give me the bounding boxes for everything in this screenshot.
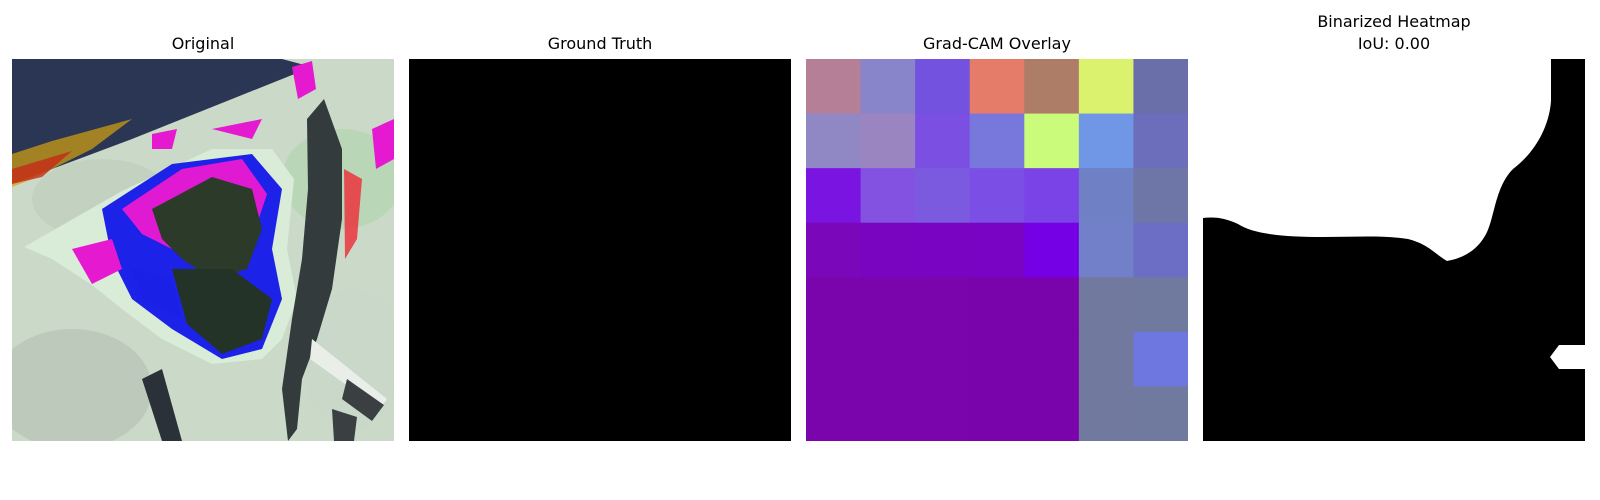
panel-ground-truth: Ground Truth xyxy=(409,0,791,500)
panel-gradcam: Grad-CAM Overlay xyxy=(806,0,1188,500)
gradcam-cell xyxy=(915,168,971,224)
gradcam-cell xyxy=(969,386,1025,441)
gradcam-cell xyxy=(1024,59,1080,115)
gradcam-cell xyxy=(806,277,862,333)
gradcam-cell xyxy=(806,113,862,169)
gradcam-cell xyxy=(969,222,1025,278)
gradcam-cell xyxy=(1078,59,1134,115)
gradcam-cell xyxy=(915,386,971,441)
gradcam-cell xyxy=(1078,222,1134,278)
gradcam-cell xyxy=(860,222,916,278)
gradcam-cell xyxy=(1133,59,1188,115)
original-image xyxy=(12,59,394,441)
gradcam-cell xyxy=(1024,331,1080,387)
gradcam-cell xyxy=(1133,277,1188,333)
iou-score-label: IoU: 0.00 xyxy=(1357,34,1431,53)
gradcam-cell xyxy=(860,386,916,441)
gradcam-cell xyxy=(969,277,1025,333)
gradcam-cell xyxy=(1024,277,1080,333)
gradcam-cell xyxy=(1078,331,1134,387)
gradcam-cell xyxy=(806,222,862,278)
gradcam-cell xyxy=(969,59,1025,115)
gradcam-cell xyxy=(806,168,862,224)
gradcam-cell xyxy=(1133,331,1188,387)
gradcam-cell xyxy=(969,113,1025,169)
panel-title-original: Original xyxy=(171,34,235,53)
gradcam-cell xyxy=(1024,113,1080,169)
gradcam-cell xyxy=(969,331,1025,387)
gradcam-cell xyxy=(860,113,916,169)
gradcam-cell xyxy=(1078,113,1134,169)
gradcam-cell xyxy=(1024,222,1080,278)
gradcam-cell xyxy=(915,277,971,333)
gradcam-cell xyxy=(860,277,916,333)
gradcam-cell xyxy=(1133,386,1188,441)
gradcam-cell xyxy=(1133,168,1188,224)
gradcam-cell xyxy=(1078,277,1134,333)
gradcam-cell xyxy=(860,331,916,387)
panel-title-gradcam: Grad-CAM Overlay xyxy=(923,34,1071,53)
gradcam-cell xyxy=(1078,386,1134,441)
panel-original: Original xyxy=(12,0,394,500)
gradcam-cell xyxy=(1133,222,1188,278)
gradcam-cell xyxy=(1024,386,1080,441)
gradcam-overlay-image xyxy=(806,59,1188,441)
gradcam-cell xyxy=(1078,168,1134,224)
gradcam-cell xyxy=(806,386,862,441)
panel-title-binarized: Binarized Heatmap xyxy=(1317,12,1471,31)
gradcam-cell xyxy=(969,168,1025,224)
gradcam-cell xyxy=(806,331,862,387)
binarized-mask xyxy=(1203,59,1585,441)
gradcam-cell xyxy=(1133,113,1188,169)
ground-truth-mask xyxy=(409,59,791,441)
gradcam-cell xyxy=(1024,168,1080,224)
panel-title-ground-truth: Ground Truth xyxy=(547,34,653,53)
gradcam-cell xyxy=(860,168,916,224)
gradcam-cell xyxy=(915,222,971,278)
panel-binarized: Binarized Heatmap IoU: 0.00 xyxy=(1203,0,1585,500)
gradcam-cell xyxy=(860,59,916,115)
gradcam-cell xyxy=(915,331,971,387)
gradcam-cell xyxy=(806,59,862,115)
gradcam-cell xyxy=(915,113,971,169)
gradcam-cell xyxy=(915,59,971,115)
